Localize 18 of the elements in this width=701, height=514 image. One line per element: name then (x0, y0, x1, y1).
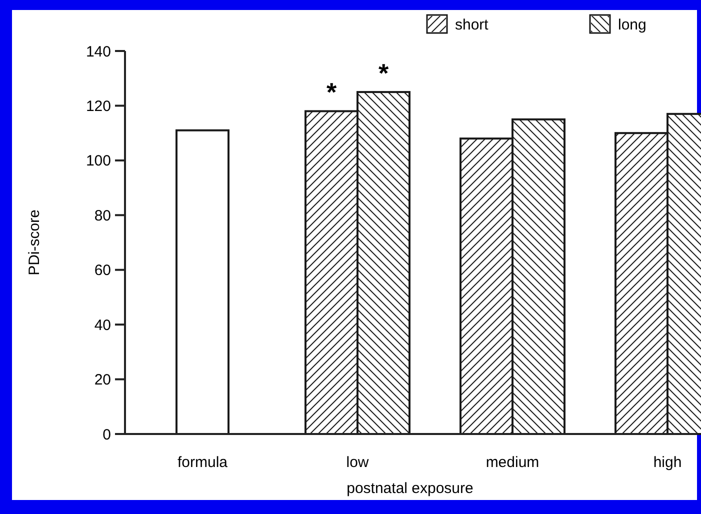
y-tick-label: 100 (86, 152, 111, 170)
y-tick-label: 40 (94, 316, 111, 334)
x-axis-title: postnatal exposure (346, 480, 474, 497)
y-axis-title: PDi-score (26, 210, 43, 276)
y-tick-label: 140 (86, 43, 111, 60)
annotation: * (378, 58, 390, 88)
y-tick-label: 80 (94, 207, 111, 224)
legend-label: short (455, 16, 490, 34)
legend-label: long (618, 16, 646, 34)
annotation: * (326, 77, 338, 108)
x-tick-label: high (653, 454, 682, 471)
x-tick-label: medium (486, 454, 540, 471)
y-tick-label: 20 (94, 372, 111, 389)
x-tick-label: formula (177, 454, 228, 471)
y-tick-label: 60 (94, 262, 111, 280)
y-tick-label: 120 (86, 98, 111, 115)
x-tick-label: low (346, 454, 369, 471)
y-tick-label: 0 (102, 426, 111, 444)
